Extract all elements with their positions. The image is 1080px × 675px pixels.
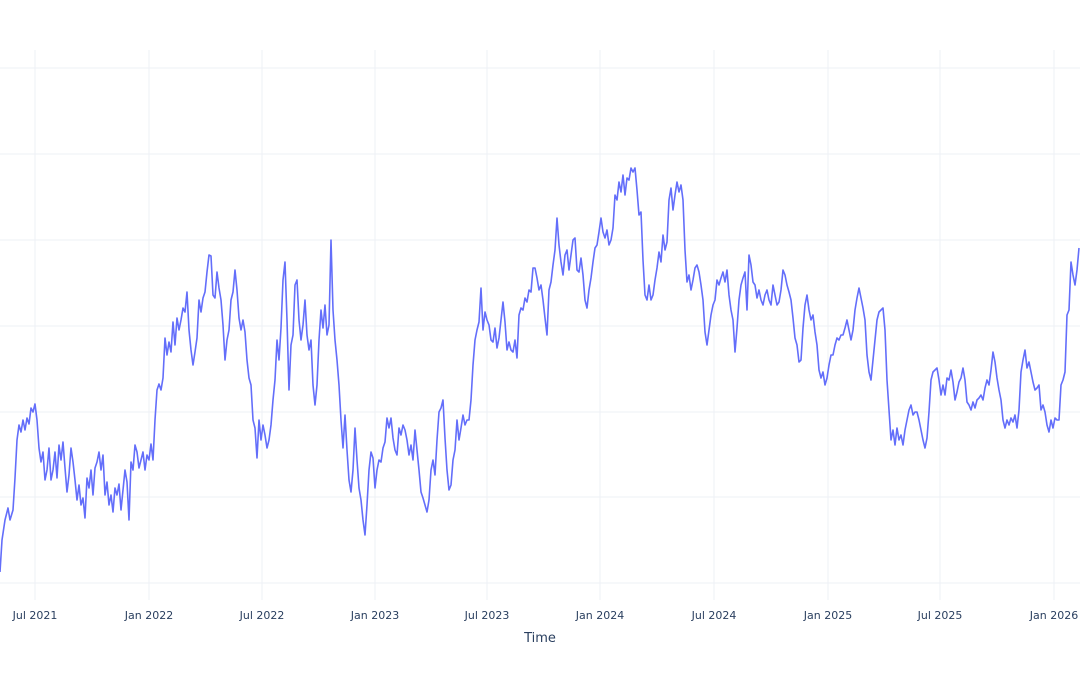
x-tick-label: Jul 2024	[691, 609, 737, 622]
vertical-gridlines	[34, 50, 1055, 600]
series-line	[0, 167, 1080, 573]
x-tick-label: Jul 2022	[239, 609, 285, 622]
x-axis-tick-labels: Jul 2021 Jan 2022 Jul 2022 Jan 2023 Jul 2023…	[12, 609, 1079, 622]
x-tick-label: Jul 2023	[464, 609, 510, 622]
x-tick-label: Jan 2022	[124, 609, 173, 622]
x-tick-label: Jul 2025	[917, 609, 963, 622]
x-tick-label: Jul 2021	[12, 609, 58, 622]
x-axis-title: Time	[523, 631, 556, 646]
x-tick-label: Jan 2026	[1029, 609, 1078, 622]
x-tick-label: Jan 2023	[350, 609, 399, 622]
x-tick-label: Jan 2025	[803, 609, 852, 622]
x-tick-label: Jan 2024	[575, 609, 624, 622]
horizontal-gridlines	[0, 67, 1080, 584]
